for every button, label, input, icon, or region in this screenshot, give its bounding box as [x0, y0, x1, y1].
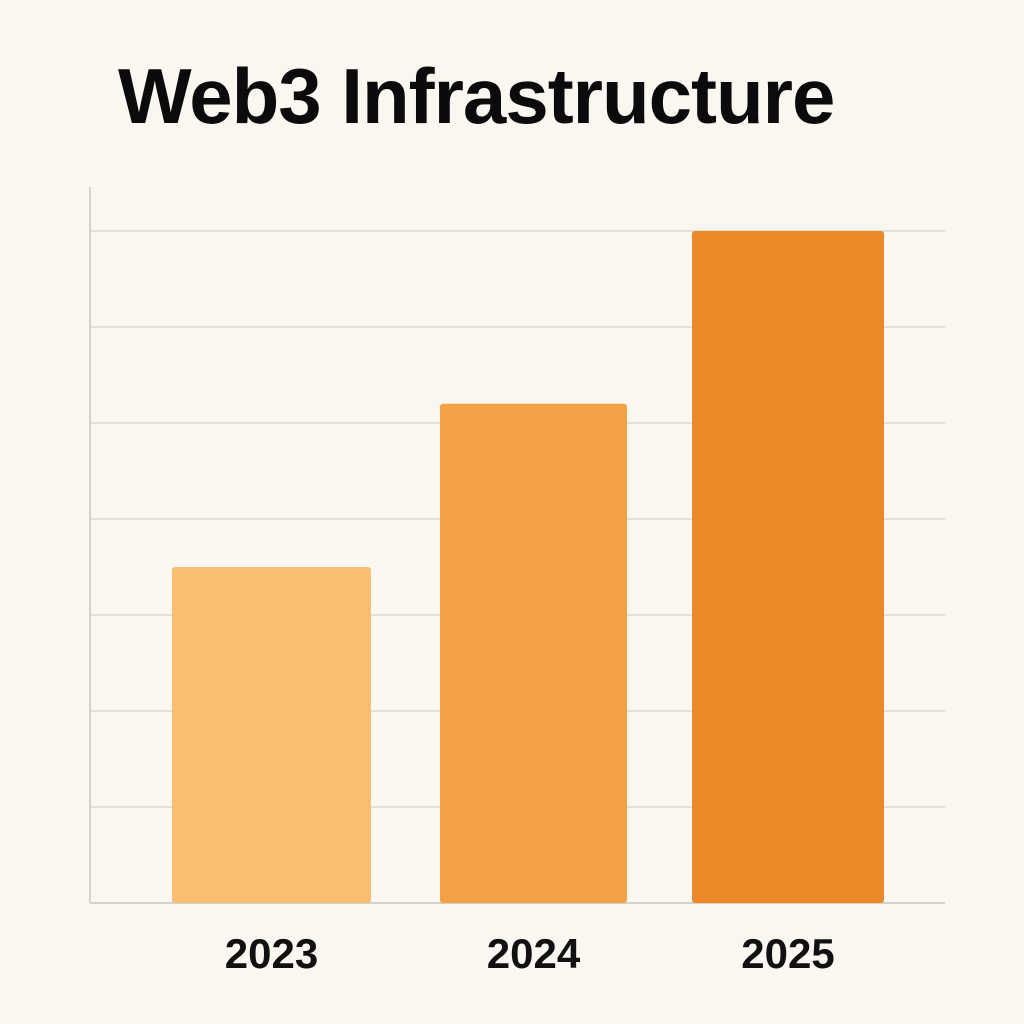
bar-2023: [172, 567, 371, 903]
x-tick-label-2025: 2025: [741, 930, 834, 977]
x-tick-label-2023: 2023: [225, 930, 318, 977]
bar-2025: [692, 231, 884, 903]
chart-title: Web3 Infrastructure: [118, 52, 835, 140]
bars: [172, 231, 884, 903]
x-tick-labels: 2023 2024 2025: [225, 930, 835, 977]
x-tick-label-2024: 2024: [487, 930, 581, 977]
bar-2024: [440, 403, 627, 903]
